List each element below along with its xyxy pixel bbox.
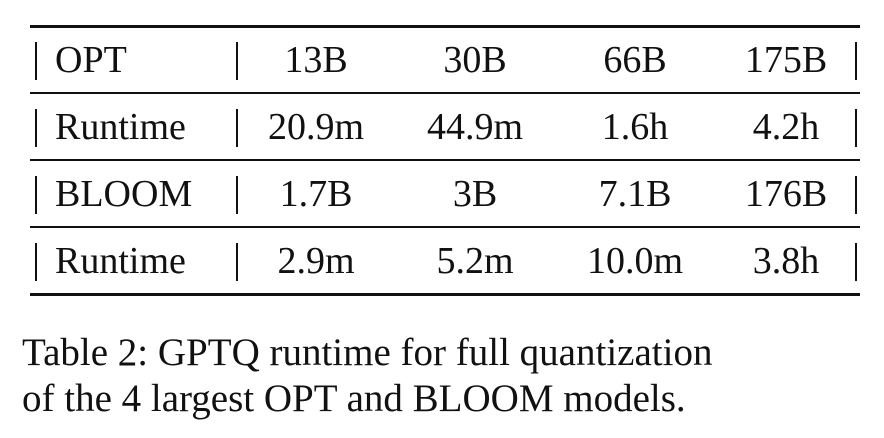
left-border: [35, 109, 37, 147]
left-border: [35, 243, 37, 281]
table-row-rule: [30, 226, 860, 228]
table-cell: 10.0m: [586, 240, 684, 282]
row-label: Runtime: [55, 106, 186, 148]
right-border: [855, 109, 857, 147]
column-separator: [236, 109, 238, 147]
table-row: Runtime 20.9m 44.9m 1.6h 4.2h: [30, 96, 860, 158]
row-label: OPT: [55, 39, 127, 81]
table-row-rule: [30, 92, 860, 94]
table-row: OPT 13B 30B 66B 175B: [30, 29, 860, 91]
column-separator: [236, 176, 238, 214]
table-cell: 5.2m: [436, 240, 514, 282]
table-caption: Table 2: GPTQ runtime for full quantizat…: [22, 330, 872, 422]
table-cell: 30B: [443, 39, 507, 81]
table-row: Runtime 2.9m 5.2m 10.0m 3.8h: [30, 230, 860, 292]
table-bottom-rule: [30, 293, 860, 296]
right-border: [855, 243, 857, 281]
table-cell: 13B: [284, 39, 348, 81]
row-label: Runtime: [55, 240, 186, 282]
row-label: BLOOM: [55, 173, 193, 215]
table-cell: 175B: [744, 39, 828, 81]
right-border: [855, 42, 857, 80]
table-cell: 2.9m: [277, 240, 355, 282]
table-cell: 3B: [452, 173, 498, 215]
left-border: [35, 42, 37, 80]
column-separator: [236, 42, 238, 80]
table-cell: 4.2h: [752, 106, 820, 148]
table-cell: 7.1B: [598, 173, 672, 215]
caption-line: of the 4 largest OPT and BLOOM models.: [22, 377, 686, 420]
table-row-rule: [30, 159, 860, 161]
table-cell: 176B: [744, 173, 828, 215]
left-border: [35, 176, 37, 214]
table-cell: 1.6h: [601, 106, 669, 148]
table-cell: 44.9m: [426, 106, 524, 148]
table-cell: 20.9m: [267, 106, 365, 148]
table-row: BLOOM 1.7B 3B 7.1B 176B: [30, 163, 860, 225]
caption-line: Table 2: GPTQ runtime for full quantizat…: [22, 331, 713, 374]
right-border: [855, 176, 857, 214]
table-top-rule: [30, 25, 860, 28]
table-cell: 66B: [603, 39, 667, 81]
table-cell: 1.7B: [279, 173, 353, 215]
table-cell: 3.8h: [752, 240, 820, 282]
column-separator: [236, 243, 238, 281]
